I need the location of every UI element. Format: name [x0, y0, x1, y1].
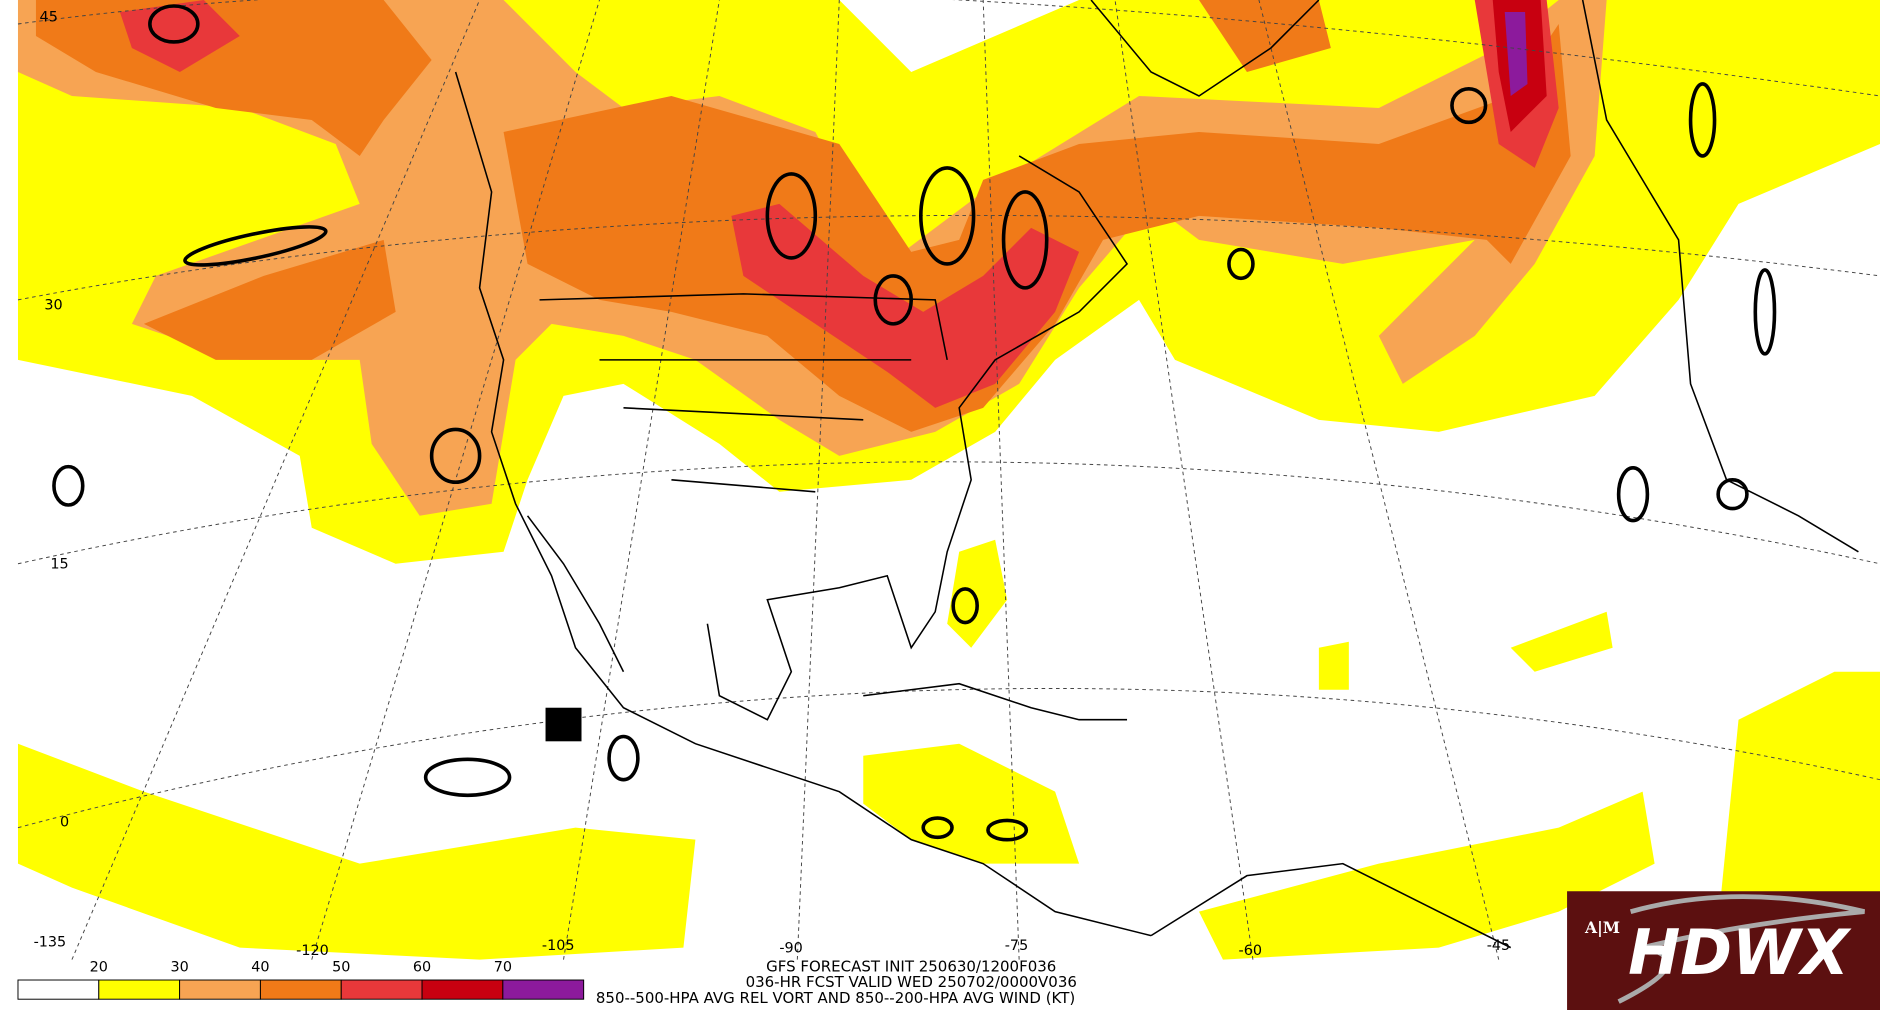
logo-org: A|M	[1584, 918, 1620, 937]
borders	[539, 293, 948, 493]
contour	[919, 166, 976, 266]
band-40-50	[503, 23, 1571, 432]
lon-line	[982, 0, 1020, 960]
lon-label: -120	[296, 943, 329, 959]
coast	[706, 155, 1129, 721]
colorbar-box	[502, 979, 585, 1000]
lon-labels: -135 -120 -105 -90 -75 -60 -45	[34, 934, 1511, 958]
colorbar: 20 30 40 50 60 70	[17, 960, 585, 1000]
colorbar-box	[17, 979, 100, 1000]
band-50-60	[731, 203, 1080, 408]
header-line: GFS FORECAST INIT 250630/1200F036	[766, 958, 1056, 976]
colorbar-box	[421, 979, 504, 1000]
contour	[1716, 478, 1749, 511]
contour	[986, 818, 1029, 842]
lon-label: -105	[542, 938, 575, 954]
lat-label: 30	[44, 297, 62, 313]
colorbar-box	[259, 979, 342, 1000]
lat-label: 45	[40, 10, 58, 26]
header-line: 036-HR FCST VALID WED 250702/0000V036	[746, 973, 1077, 991]
contour	[1616, 466, 1650, 523]
colorbar-label: 60	[413, 960, 431, 976]
lat-label: 0	[60, 814, 69, 830]
lat-label: 15	[50, 557, 68, 573]
coast	[454, 71, 1152, 937]
logo-title: HDWX	[1628, 916, 1852, 989]
contour	[148, 4, 200, 44]
contour	[607, 734, 640, 782]
contour	[545, 707, 582, 742]
logo-background	[1567, 891, 1880, 1010]
contour	[1688, 82, 1717, 158]
lon-label: -60	[1239, 943, 1262, 959]
coast	[526, 515, 625, 673]
header-line: 850--500-HPA AVG REL VORT AND 850--200-H…	[596, 989, 1075, 1007]
colorbar-label: 50	[332, 960, 350, 976]
contour	[921, 816, 954, 840]
lon-line	[71, 0, 481, 960]
lat-labels: 45 30 15 0	[40, 10, 70, 831]
vorticity-contours	[52, 4, 1777, 842]
lon-line	[311, 0, 600, 960]
contour	[765, 172, 818, 260]
graticule	[17, 0, 1880, 960]
contour	[1001, 190, 1049, 290]
contour	[1450, 86, 1488, 125]
band-40-50	[143, 239, 396, 360]
band-20-30	[1714, 671, 1880, 960]
colorbar-label: 40	[251, 960, 269, 976]
lon-label: -135	[34, 934, 67, 950]
band-20-30	[1510, 611, 1613, 672]
logo-swirl	[1617, 894, 1865, 1004]
colorbar-box	[340, 979, 423, 1000]
lat-line	[17, 0, 1880, 97]
coast	[1090, 0, 1320, 97]
coast	[1581, 0, 1859, 553]
colorbar-label: 70	[494, 960, 512, 976]
band-20-30	[1198, 791, 1655, 960]
contour	[1753, 268, 1777, 356]
contour	[873, 274, 914, 326]
lat-line	[17, 461, 1880, 565]
coastlines	[454, 0, 1859, 949]
lon-label: -90	[779, 940, 802, 956]
contour	[183, 225, 328, 267]
lon-label: -45	[1487, 938, 1510, 954]
lon-line	[796, 0, 840, 960]
colorbar-label: 20	[90, 960, 108, 976]
lon-label: -75	[1005, 938, 1028, 954]
logo: A|M HDWX	[1567, 891, 1880, 1010]
lon-line	[1114, 0, 1254, 960]
contour	[1227, 247, 1255, 281]
colorbar-box	[179, 979, 261, 1000]
band-20-30	[17, 743, 696, 960]
band-40-50	[1198, 0, 1331, 72]
colorbar-box	[98, 979, 181, 1000]
contour	[52, 464, 85, 507]
colorbar-label: 30	[170, 960, 188, 976]
contour	[429, 427, 482, 485]
coast	[863, 682, 1128, 721]
contour	[951, 587, 979, 625]
coast	[1150, 862, 1512, 949]
band-20-30	[1318, 641, 1349, 690]
band-70-plus	[1504, 11, 1528, 96]
contour	[423, 757, 512, 798]
